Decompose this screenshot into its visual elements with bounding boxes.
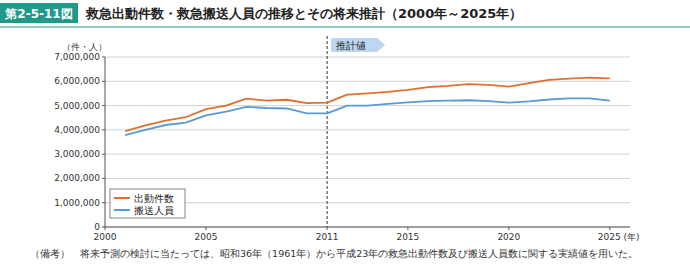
y-tick-label: 3,000,000 — [54, 149, 100, 159]
legend-swatch — [114, 209, 130, 211]
x-tick-label: 2005 — [195, 232, 218, 242]
y-tick-label: 0 — [94, 222, 100, 232]
x-tick-label: 2025 (年) — [598, 232, 640, 242]
y-tick-label: 4,000,000 — [54, 125, 100, 135]
y-tick-label: 2,000,000 — [54, 173, 100, 183]
y-tick-label: 6,000,000 — [54, 76, 100, 86]
y-tick-label: 7,000,000 — [54, 52, 100, 62]
series-line — [125, 78, 610, 131]
title-rule — [0, 27, 690, 28]
series-line — [125, 98, 610, 135]
x-tick-label: 2000 — [94, 232, 117, 242]
x-tick-label: 2020 — [497, 232, 520, 242]
x-axis — [105, 227, 630, 228]
legend-label: 搬送人員 — [134, 205, 174, 216]
grid-line — [105, 81, 630, 82]
estimate-arrow — [331, 38, 385, 52]
y-axis — [105, 57, 106, 227]
legend-label: 出動件数 — [134, 193, 174, 204]
estimate-divider — [327, 36, 328, 227]
figure-label: 第2-5-11図 — [4, 7, 72, 21]
grid-line — [105, 154, 630, 155]
estimate-label: 推計値 — [336, 40, 366, 51]
grid-line — [105, 129, 630, 130]
figure-label-box — [0, 3, 78, 23]
note: （備考） 将来予測の検討に当たっては、昭和36年（1961年）から平成23年の救… — [30, 248, 638, 259]
legend-swatch — [114, 197, 130, 199]
y-tick-label: 1,000,000 — [54, 198, 100, 208]
legend-box — [110, 189, 185, 218]
y-tick-label: 5,000,000 — [54, 101, 100, 111]
x-tick-label: 2011 — [316, 232, 339, 242]
grid-line — [105, 178, 630, 179]
y-axis-label: （件・人） — [62, 42, 107, 52]
grid-line — [105, 227, 630, 228]
grid-line — [105, 57, 630, 58]
chart: 第2-5-11図救急出動件数・救急搬送人員の推移とその将来推計（2000年～20… — [0, 0, 690, 265]
plot-area — [125, 78, 610, 136]
title: 救急出動件数・救急搬送人員の推移とその将来推計（2000年～2025年） — [85, 6, 522, 21]
x-tick-label: 2015 — [396, 232, 419, 242]
